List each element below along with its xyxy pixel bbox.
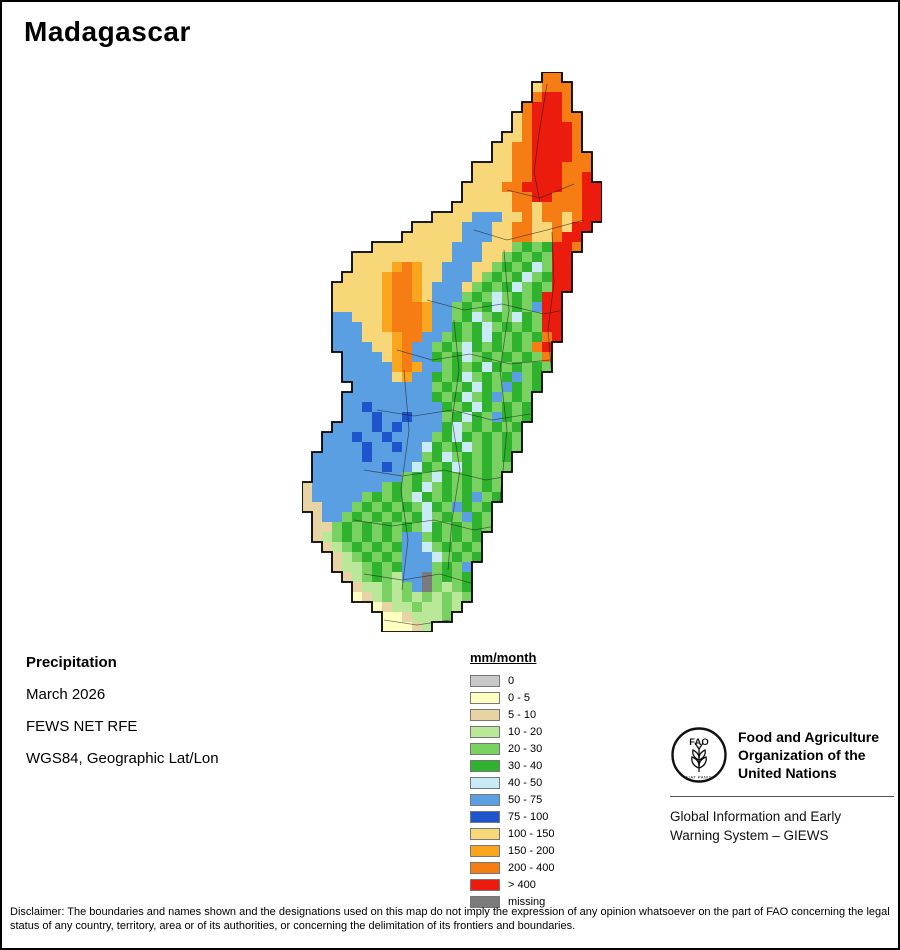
- legend-label: 10 - 20: [508, 725, 543, 738]
- giews-line2: Warning System – GIEWS: [670, 828, 829, 843]
- legend-swatch: [470, 895, 500, 908]
- legend-label: 200 - 400: [508, 861, 555, 874]
- legend-label: 75 - 100: [508, 810, 549, 823]
- admin-boundaries: [353, 83, 585, 626]
- legend-swatch: [470, 674, 500, 687]
- info-date: March 2026: [26, 686, 106, 703]
- island-outline: [302, 72, 602, 632]
- legend-swatch: [470, 827, 500, 840]
- legend-row: 150 - 200: [470, 842, 554, 859]
- legend-label: 0: [508, 674, 515, 687]
- legend-row: 200 - 400: [470, 859, 554, 876]
- map-info-block: Precipitation March 2026 FEWS NET RFE WG…: [26, 654, 219, 782]
- legend-swatch: [470, 725, 500, 738]
- legend-label: 150 - 200: [508, 844, 555, 857]
- legend-label: 20 - 30: [508, 742, 543, 755]
- legend-label: > 400: [508, 878, 536, 891]
- fao-footer: FAO FIAT PANIS Food and Agriculture Orga…: [670, 726, 894, 845]
- legend-swatch: [470, 844, 500, 857]
- legend-swatch: [470, 861, 500, 874]
- legend-row: 100 - 150: [470, 825, 554, 842]
- legend-swatch: [470, 742, 500, 755]
- fao-org-line3: United Nations: [738, 765, 837, 781]
- legend-label: 100 - 150: [508, 827, 555, 840]
- legend: mm/month 0 0 - 5 5 - 10 10 - 20 20 - 30 30 - …: [470, 650, 554, 910]
- legend-swatch: [470, 691, 500, 704]
- fao-org-name: Food and Agriculture Organization of the…: [738, 728, 879, 782]
- giews-line1: Global Information and Early: [670, 809, 842, 824]
- fao-org-line2: Organization of the: [738, 747, 866, 763]
- legend-row: 50 - 75: [470, 791, 554, 808]
- legend-swatch: [470, 810, 500, 823]
- fao-logo-text: FAO: [689, 737, 709, 748]
- legend-row: 0 - 5: [470, 689, 554, 706]
- wheat-icon: [691, 742, 707, 772]
- precipitation-map-svg: [302, 72, 602, 632]
- giews-text: Global Information and Early Warning Sys…: [670, 807, 894, 845]
- info-source: FEWS NET RFE: [26, 718, 138, 735]
- legend-row: 75 - 100: [470, 808, 554, 825]
- fao-logo: FAO FIAT PANIS: [671, 727, 727, 783]
- madagascar-map: [302, 72, 602, 632]
- footer-divider: [670, 796, 894, 797]
- info-projection: WGS84, Geographic Lat/Lon: [26, 750, 219, 767]
- legend-row: missing: [470, 893, 554, 910]
- legend-swatch: [470, 793, 500, 806]
- info-heading: Precipitation: [26, 654, 117, 671]
- legend-label: 40 - 50: [508, 776, 543, 789]
- legend-row: 20 - 30: [470, 740, 554, 757]
- legend-label: 50 - 75: [508, 793, 543, 806]
- precipitation-raster: [302, 72, 602, 632]
- legend-swatch: [470, 776, 500, 789]
- legend-row: 5 - 10: [470, 706, 554, 723]
- legend-row: 0: [470, 672, 554, 689]
- page-title: Madagascar: [24, 16, 191, 47]
- legend-label: 0 - 5: [508, 691, 531, 704]
- legend-row: 40 - 50: [470, 774, 554, 791]
- legend-label: 5 - 10: [508, 708, 537, 721]
- fao-logo-row: FAO FIAT PANIS Food and Agriculture Orga…: [670, 726, 894, 784]
- legend-swatch: [470, 878, 500, 891]
- fao-org-line1: Food and Agriculture: [738, 729, 880, 745]
- legend-rows: 0 0 - 5 5 - 10 10 - 20 20 - 30 30 - 40 40 - 50…: [470, 672, 554, 910]
- legend-label: 30 - 40: [508, 759, 543, 772]
- legend-swatch: [470, 759, 500, 772]
- legend-row: > 400: [470, 876, 554, 893]
- legend-title: mm/month: [470, 650, 537, 665]
- legend-swatch: [470, 708, 500, 721]
- disclaimer-text: Disclaimer: The boundaries and names sho…: [10, 906, 890, 932]
- fao-motto-text: FIAT PANIS: [686, 775, 712, 780]
- legend-row: 30 - 40: [470, 757, 554, 774]
- legend-row: 10 - 20: [470, 723, 554, 740]
- legend-label: missing: [508, 895, 546, 908]
